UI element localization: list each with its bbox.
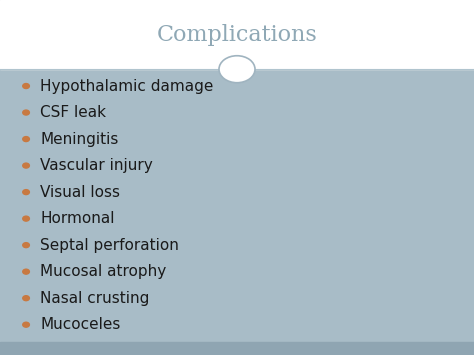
Bar (0, 342, 474, 355)
Text: Hormonal: Hormonal (40, 211, 115, 226)
Circle shape (23, 243, 29, 248)
Circle shape (23, 216, 29, 221)
Text: Complications: Complications (156, 24, 318, 45)
Circle shape (23, 296, 29, 301)
Text: Vascular injury: Vascular injury (40, 158, 153, 173)
Circle shape (219, 56, 255, 83)
Circle shape (23, 269, 29, 274)
Circle shape (23, 137, 29, 142)
Bar (0, 0, 474, 69)
Text: CSF leak: CSF leak (40, 105, 106, 120)
Text: Visual loss: Visual loss (40, 185, 120, 200)
Text: Mucoceles: Mucoceles (40, 317, 121, 332)
Text: Nasal crusting: Nasal crusting (40, 291, 150, 306)
Text: Septal perforation: Septal perforation (40, 237, 179, 253)
Circle shape (23, 83, 29, 88)
Circle shape (23, 322, 29, 327)
Circle shape (23, 163, 29, 168)
Text: Meningitis: Meningitis (40, 132, 118, 147)
Circle shape (23, 190, 29, 195)
Text: Mucosal atrophy: Mucosal atrophy (40, 264, 166, 279)
Text: Hypothalamic damage: Hypothalamic damage (40, 78, 214, 93)
Circle shape (23, 110, 29, 115)
